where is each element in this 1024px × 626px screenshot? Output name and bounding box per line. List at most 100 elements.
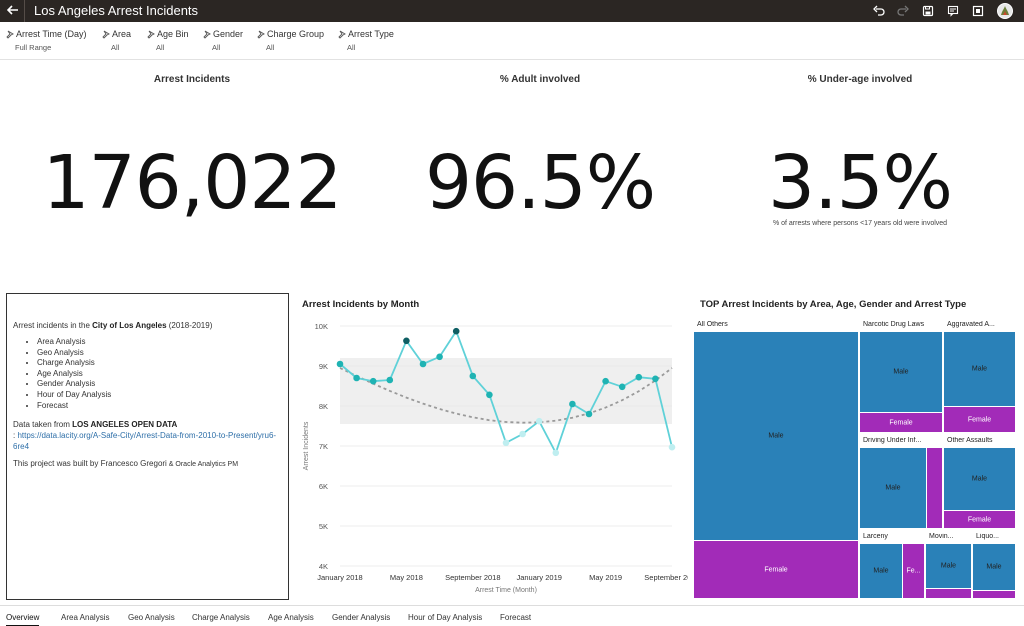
y-tick-label: 6K [319,482,328,491]
pin-icon [102,30,110,39]
tab-charge-analysis[interactable]: Charge Analysis [192,613,250,622]
pin-icon [203,30,211,39]
data-point [602,377,609,385]
info-panel: Arrest incidents in the City of Los Ange… [6,293,289,600]
data-point [353,374,360,382]
y-tick-label: 9K [319,362,328,371]
filter-value: Full Range [15,43,52,52]
pin-icon [6,30,14,39]
data-point [502,439,510,447]
treemap-cell-male[interactable]: Male [860,332,942,412]
tab-hour-of-day-analysis[interactable]: Hour of Day Analysis [408,613,483,622]
kpi-adult-value: 96.5% [424,140,656,226]
data-point [436,353,443,361]
x-tick-label: September 2019 [644,573,688,582]
data-point [652,375,659,383]
data-point [552,449,560,457]
info-credit: This project was built by Francesco Greg… [13,459,239,469]
treemap-group-header: Larceny [860,530,924,544]
y-tick-label: 7K [319,442,328,451]
filter-gender[interactable]: Gender All [203,29,243,52]
filter-label: Gender [213,29,244,39]
filter-value: All [111,43,120,52]
data-point [419,360,427,368]
treemap-cell-male[interactable]: Male [973,544,1015,590]
filter-label: Arrest Type [348,29,394,39]
data-point [452,327,460,335]
canvas-tabs: Overview Area Analysis Geo Analysis Char… [0,605,1024,626]
data-point [403,337,410,345]
avatar[interactable] [997,3,1013,19]
save-icon[interactable] [921,4,935,18]
treemap-cell-female[interactable]: Fe... [903,544,924,598]
treemap-cell-male[interactable]: Male [944,448,1015,510]
line-chart[interactable]: 10K 9K 8K 7K 6K 5K 4K January 2018 May 2018 Septe… [296,312,688,602]
list-item: Charge Analysis [37,358,282,369]
tab-area-analysis[interactable]: Area Analysis [61,613,110,622]
treemap-cell-male[interactable]: Male [944,332,1015,406]
filter-bar: Arrest Time (Day) Full Range Area All Ag… [0,22,1024,60]
data-point [369,377,377,385]
kpi-adult-title: % Adult involved [499,74,581,85]
kpi-underage-value: 3.5% [768,140,953,226]
back-arrow-icon[interactable] [5,2,21,20]
comment-icon[interactable] [946,4,960,18]
tab-geo-analysis[interactable]: Geo Analysis [128,613,175,622]
treemap-cell-female[interactable]: Female [944,407,1015,432]
filter-value: All [212,43,221,52]
list-item: Hour of Day Analysis [37,390,282,401]
x-tick-label: January 2019 [516,573,561,582]
filter-arrest-type[interactable]: Arrest Type All [338,29,394,52]
tab-forecast[interactable]: Forecast [500,613,532,622]
treemap-cell-female[interactable]: Female [694,541,858,598]
treemap-group-header: Driving Under Inf... [860,434,942,448]
data-point [618,383,626,391]
data-point [386,376,394,384]
treemap-cell-male[interactable]: Male [694,332,858,540]
undo-icon[interactable] [872,4,886,18]
page-title: Los Angeles Arrest Incidents [34,3,199,18]
kpi-underage-note: % of arrests where persons <17 years old… [772,220,948,227]
list-item: Gender Analysis [37,379,282,390]
filter-age-bin[interactable]: Age Bin All [147,29,189,52]
treemap-cell-female[interactable] [973,591,1015,598]
treemap-cell-male[interactable]: Male [926,544,971,588]
treemap[interactable]: All Others Male Female Narcotic Drug Law… [694,318,1016,598]
redo-icon[interactable] [896,4,910,18]
data-point [585,410,593,418]
y-tick-label: 5K [319,522,328,531]
treemap-cell-female[interactable] [926,589,971,598]
treemap-cell-male[interactable]: Male [860,448,926,528]
data-point [535,417,543,425]
kpi-underage-title: % Under-age involved [807,74,913,85]
filter-area[interactable]: Area All [102,29,131,52]
treemap-cell-female[interactable] [927,448,942,528]
tab-overview[interactable]: Overview [6,613,40,626]
list-item: Geo Analysis [37,348,282,359]
treemap-title: TOP Arrest Incidents by Area, Age, Gende… [700,299,967,310]
list-item: Area Analysis [37,337,282,348]
filter-label: Charge Group [267,29,325,39]
filter-value: All [156,43,165,52]
x-axis-label: Arrest Time (Month) [475,587,537,594]
tab-gender-analysis[interactable]: Gender Analysis [332,613,391,622]
treemap-group-header: Movin... [926,530,971,544]
pin-icon [338,30,346,39]
tab-age-analysis[interactable]: Age Analysis [268,613,314,622]
treemap-group-header: Aggravated A... [944,318,1015,332]
treemap-cell-male[interactable]: Male [860,544,902,598]
data-point [469,372,477,380]
line-chart-title: Arrest Incidents by Month [302,299,420,310]
treemap-cell-female[interactable]: Female [860,413,942,432]
present-icon[interactable] [971,4,985,18]
source-link[interactable]: https://data.lacity.org/A-Safe-City/Arre… [13,431,277,452]
y-tick-label: 4K [319,562,328,571]
filter-charge-group[interactable]: Charge Group All [257,29,324,52]
data-point [668,443,676,451]
filter-label: Age Bin [157,29,189,39]
treemap-cell-female[interactable]: Female [944,511,1015,528]
pin-icon [257,30,265,39]
header-separator [24,0,25,22]
filter-arrest-time[interactable]: Arrest Time (Day) Full Range [6,29,87,52]
filter-label: Area [112,29,132,39]
